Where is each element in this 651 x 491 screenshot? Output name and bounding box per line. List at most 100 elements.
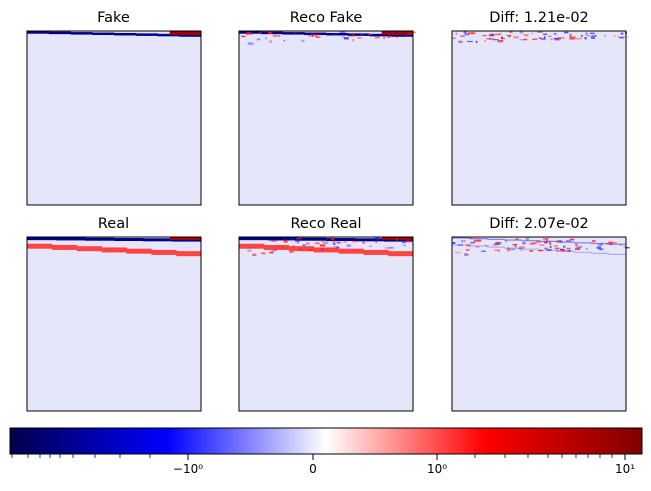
heatmap-cell-speckle — [343, 240, 348, 243]
heatmap-cell-blue-streak — [486, 246, 505, 248]
heatmap-cell-speckle — [314, 242, 320, 245]
heatmap-cell-speckle — [292, 245, 296, 248]
panel-diff-real: Diff: 2.07e-02 — [451, 216, 630, 412]
heatmap-cell-speckle — [463, 240, 466, 242]
heatmap-cell-speckle — [376, 237, 380, 240]
heatmap-cell-speckle — [252, 253, 257, 257]
heatmap-cell-red-band — [101, 247, 127, 253]
heatmap-cell-speckle — [500, 37, 505, 40]
heatmap-cell-speckle — [542, 238, 549, 240]
heatmap-cell-speckle — [606, 243, 612, 245]
heatmap-cell-speckle — [513, 36, 519, 39]
heatmap-cell-speckle — [549, 242, 552, 245]
heatmap-cell-speckle — [515, 238, 519, 240]
heatmap-cell-speckle — [407, 32, 412, 35]
panel-real: Real — [26, 216, 202, 412]
heatmap-cell-speckle — [587, 35, 594, 37]
heatmap-cell-speckle — [326, 248, 328, 251]
heatmap-cell-speckle — [475, 40, 478, 44]
panel-title-real: Real — [98, 216, 129, 232]
heatmap-cell-speckle — [617, 36, 620, 38]
heatmap-cell-speckle — [557, 37, 561, 40]
heatmap-cell-speckle — [346, 244, 351, 247]
heatmap-cell-speckle — [537, 249, 543, 252]
heatmap-cell-speckle — [539, 244, 545, 246]
heatmap-cell-speckle — [579, 37, 583, 40]
heatmap-cell-speckle — [624, 246, 630, 249]
heatmap-background — [27, 31, 201, 205]
heatmap-real — [26, 236, 202, 412]
heatmap-cell-speckle — [294, 31, 297, 34]
heatmap-cell-blue-band — [297, 237, 327, 241]
heatmap-cell-speckle — [584, 37, 587, 40]
heatmap-cell-speckle — [352, 249, 354, 251]
heatmap-cell-speckle — [556, 249, 559, 252]
heatmap-cell-speckle — [553, 32, 557, 35]
heatmap-cell-blue-streak — [556, 250, 575, 252]
heatmap-cell-red-band — [176, 251, 202, 257]
panel-title-reco-real: Reco Real — [290, 216, 361, 232]
heatmap-cell-speckle — [473, 239, 479, 242]
heatmap-cell-speckle — [492, 244, 498, 246]
heatmap-cell-speckle — [452, 37, 456, 39]
heatmap-cell-speckle — [592, 34, 595, 38]
heatmap-cell-speckle — [405, 240, 412, 243]
heatmap-frame — [451, 236, 627, 412]
heatmap-cell-speckle — [509, 31, 513, 33]
heatmap-cell-speckle — [411, 31, 416, 33]
heatmap-cell-speckle — [467, 32, 473, 35]
heatmap-cell-speckle — [464, 33, 470, 36]
heatmap-cell-speckle — [590, 36, 596, 39]
heatmap-cell-red-band — [27, 243, 53, 249]
heatmap-cell-speckle — [341, 36, 345, 39]
heatmap-cell-blue-band — [114, 32, 137, 36]
heatmap-cell-speckle — [500, 242, 502, 244]
heatmap-cell-speckle — [484, 244, 489, 247]
heatmap-cell-speckle — [258, 31, 263, 35]
heatmap-cell-speckle — [549, 245, 552, 249]
heatmap-cell-speckle — [596, 246, 602, 249]
heatmap-cell-speckle — [246, 33, 249, 36]
heatmap-cell-speckle — [299, 248, 302, 251]
heatmap-cell-speckle — [323, 241, 329, 245]
heatmap-cell-speckle — [566, 247, 571, 250]
heatmap-cell-speckle — [273, 249, 276, 251]
heatmap-cell-speckle — [267, 31, 273, 35]
heatmap-cell-speckle — [562, 249, 567, 252]
heatmap-cell-speckle — [581, 34, 583, 37]
heatmap-cell-blue-band — [135, 33, 158, 36]
heatmap-cell-speckle — [302, 244, 306, 246]
heatmap-cell-blue-band — [143, 238, 173, 242]
heatmap-cell-red-band — [388, 251, 414, 257]
heatmap-cell-speckle — [525, 237, 530, 241]
colorbar-ticks — [11, 454, 626, 460]
heatmap-cell-speckle — [352, 39, 355, 42]
heatmap-cell-speckle — [247, 249, 252, 252]
heatmap-cell-speckle — [544, 247, 548, 250]
heatmap-cell-speckle — [295, 240, 300, 242]
heatmap-cell-speckle — [289, 250, 294, 254]
heatmap-cell-blue-band — [239, 237, 269, 241]
heatmap-cell-blue-streak — [521, 240, 540, 242]
heatmap-cell-blue-streak — [504, 239, 523, 241]
heatmap-cell-speckle — [350, 35, 353, 38]
heatmap-cell-blue-band — [27, 237, 57, 241]
heatmap-cell-speckle — [374, 36, 380, 39]
heatmap-cell-speckle — [283, 238, 286, 240]
heatmap-cell-speckle — [452, 241, 456, 244]
heatmap-cell-blue-band — [304, 32, 327, 36]
heatmap-cell-speckle — [457, 244, 463, 246]
heatmap-cell-blue-band — [85, 237, 115, 241]
heatmap-cell-speckle — [472, 32, 476, 35]
heatmap-cell-blue-band — [48, 31, 71, 35]
heatmap-cell-blue-band — [157, 33, 180, 37]
heatmap-cell-blue-streak — [504, 247, 523, 249]
heatmap-cell-red-band — [263, 244, 290, 250]
panel-reco-real: Reco Real — [238, 216, 414, 412]
heatmap-cell-speckle — [269, 40, 272, 43]
heatmap-cell-speckle — [554, 38, 560, 41]
heatmap-cell-speckle — [560, 37, 565, 39]
heatmap-cell-speckle — [567, 249, 571, 252]
heatmap-cell-speckle — [312, 34, 314, 37]
heatmap-frame — [238, 236, 414, 412]
